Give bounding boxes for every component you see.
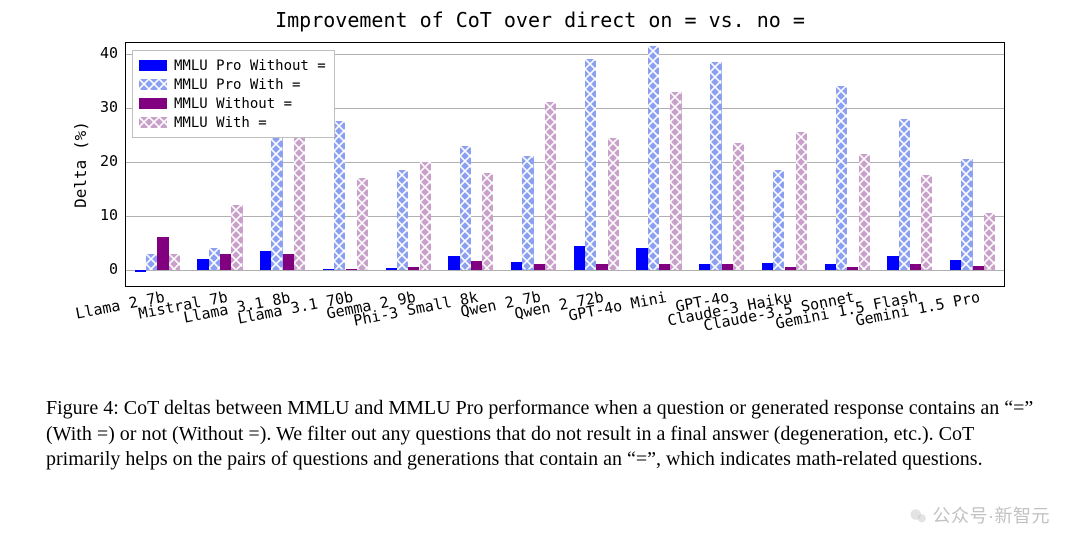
legend-label: MMLU With = xyxy=(174,115,267,131)
bar xyxy=(785,267,796,270)
chart-title: Improvement of CoT over direct on = vs. … xyxy=(40,8,1040,32)
bar xyxy=(283,254,294,270)
bar xyxy=(346,269,357,270)
bar xyxy=(135,270,146,273)
y-tick-label: 10 xyxy=(78,206,118,224)
legend-item: MMLU Without = xyxy=(139,94,326,113)
legend-swatch xyxy=(139,79,167,90)
bar xyxy=(511,262,522,270)
watermark: 公众号·新智元 xyxy=(909,502,1050,528)
caption-prefix: Figure 4: xyxy=(46,397,119,419)
legend-item: MMLU Pro Without = xyxy=(139,56,326,75)
bar xyxy=(260,251,271,270)
bar xyxy=(910,264,921,269)
chart-container: Improvement of CoT over direct on = vs. … xyxy=(40,0,1040,370)
legend-label: MMLU Pro With = xyxy=(174,77,300,93)
wechat-icon xyxy=(909,507,927,525)
legend-item: MMLU With = xyxy=(139,113,326,132)
bar xyxy=(574,246,585,270)
y-tick-label: 0 xyxy=(78,260,118,278)
bar xyxy=(323,269,334,270)
bar xyxy=(197,259,208,270)
bar xyxy=(847,267,858,270)
figure-caption: Figure 4: CoT deltas between MMLU and MM… xyxy=(46,396,1036,473)
bar xyxy=(220,254,231,270)
caption-text: CoT deltas between MMLU and MMLU Pro per… xyxy=(46,397,1033,470)
bar xyxy=(596,264,607,269)
bar xyxy=(722,264,733,269)
bar xyxy=(887,256,898,270)
bar xyxy=(973,266,984,270)
legend-swatch xyxy=(139,98,167,109)
y-tick-label: 30 xyxy=(78,98,118,116)
bar xyxy=(471,261,482,270)
legend-swatch xyxy=(139,117,167,128)
legend-swatch xyxy=(139,60,167,71)
y-tick-label: 20 xyxy=(78,152,118,170)
bar xyxy=(825,264,836,269)
legend-label: MMLU Pro Without = xyxy=(174,58,326,74)
legend-label: MMLU Without = xyxy=(174,96,292,112)
legend: MMLU Pro Without = MMLU Pro With = MMLU Wi… xyxy=(132,50,335,138)
watermark-text: 公众号·新智元 xyxy=(933,506,1051,526)
x-tick-label: Gemini 1.5 Pro xyxy=(854,288,982,330)
bar xyxy=(699,264,710,269)
legend-item: MMLU Pro With = xyxy=(139,75,326,94)
bar xyxy=(762,263,773,270)
bar xyxy=(534,264,545,269)
bar xyxy=(386,268,397,270)
bar xyxy=(448,256,459,270)
bar xyxy=(659,264,670,269)
bar xyxy=(636,248,647,270)
bar xyxy=(157,237,168,269)
page-root: Improvement of CoT over direct on = vs. … xyxy=(0,0,1080,550)
bar xyxy=(950,260,961,270)
y-tick-label: 40 xyxy=(78,44,118,62)
bar xyxy=(408,267,419,270)
